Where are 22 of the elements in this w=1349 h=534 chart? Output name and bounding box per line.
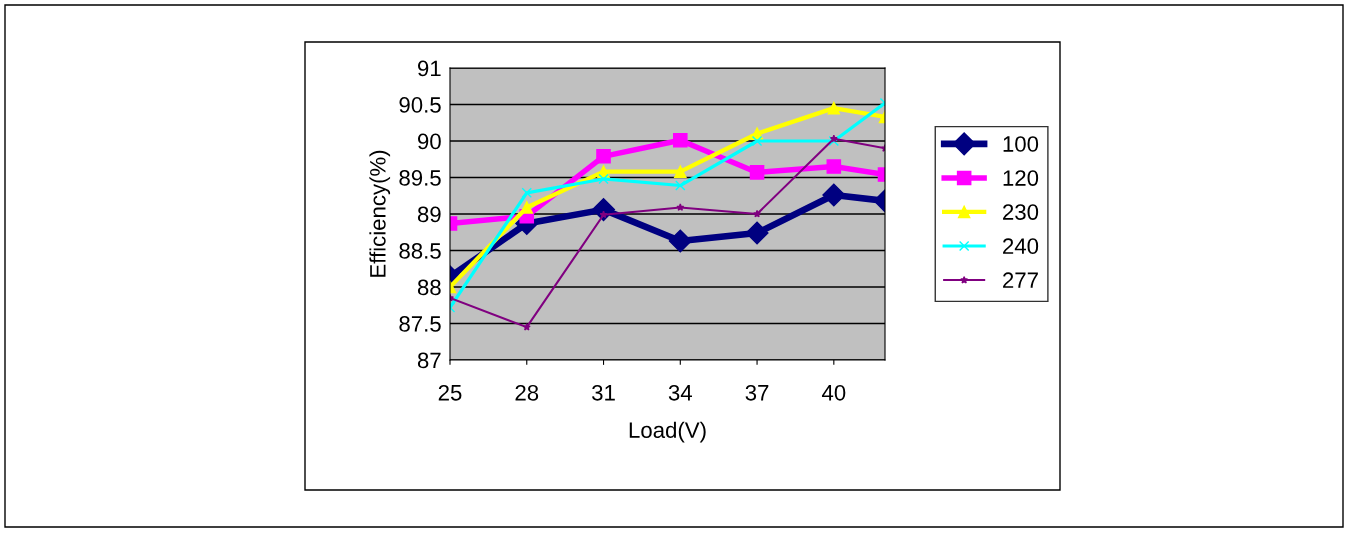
legend-label: 230 [1003,204,1039,220]
x-tick-label: 37 [745,384,769,401]
legend-label: 277 [1003,272,1038,288]
y-tick-label: 90 [417,133,441,150]
x-tick-label: 40 [821,384,846,401]
x-tick-label: 34 [668,384,692,401]
y-tick-label: 91 [417,60,441,77]
y-tick-label: 87 [417,352,441,369]
x-tick-label: 31 [592,384,615,401]
y-tick-label: 87.5 [399,316,441,332]
legend-label: 100 [1003,136,1039,152]
y-tick-label: 88.5 [399,243,441,259]
y-tick-label: 90.5 [399,97,441,113]
y-tick-label: 89.5 [399,170,441,186]
legend-label: 240 [1003,238,1039,255]
y-axis-title: Efficiency(%) [369,150,391,277]
y-tick-label: 89 [417,206,441,223]
x-axis-title: Load(V) [629,421,706,443]
legend-label: 120 [1003,170,1039,186]
x-tick-label: 25 [438,384,462,401]
x-tick-label: 28 [515,384,539,401]
y-tick-label: 88 [417,279,441,296]
